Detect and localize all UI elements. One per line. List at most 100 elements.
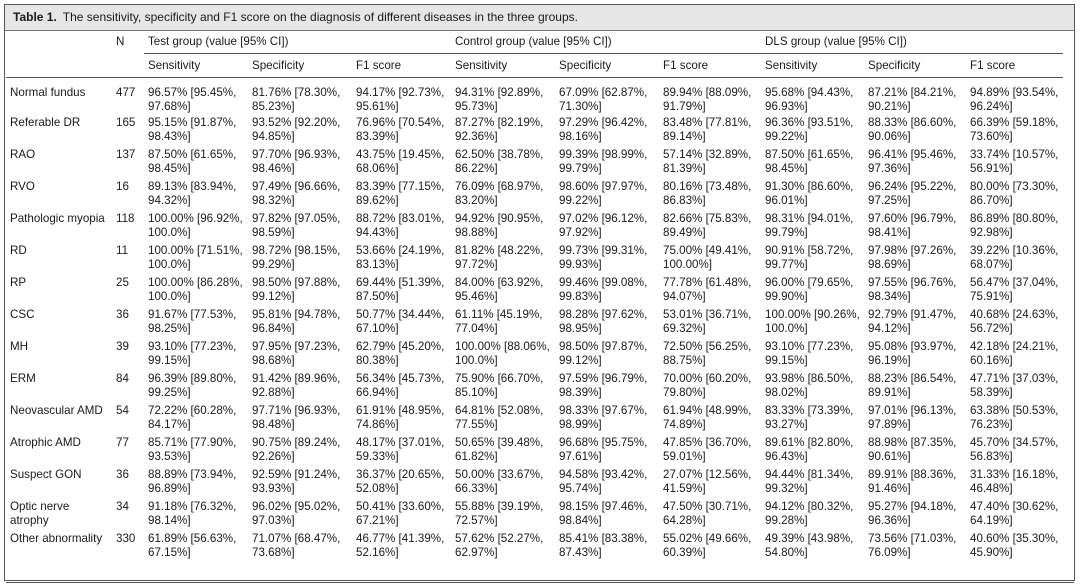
- disease-name: CSC: [10, 308, 35, 321]
- metric-value-cell: 100.00% [88.06%, 100.0%]: [451, 338, 555, 370]
- value-line: 50.65% [39.48%,: [455, 436, 544, 449]
- metric-value-cell: 89.94% [88.09%, 91.79%]: [659, 78, 761, 115]
- value-line: 61.89% [56.63%,: [148, 532, 237, 545]
- value-line: 71.07% [68.47%,: [252, 532, 341, 545]
- value-line: 99.46% [99.08%,: [559, 276, 648, 289]
- ci-upper-line: 94.32%]: [148, 194, 191, 207]
- ci-upper-line: 46.48%]: [970, 482, 1013, 495]
- value-line: 83.48% [77.81%,: [663, 116, 752, 129]
- table-row: Neovascular AMD 54 72.22% [60.28%, 84.17%] 9…: [6, 402, 1063, 434]
- ci-upper-line: 91.79%]: [663, 100, 706, 113]
- ci-upper-line: 98.46%]: [252, 162, 295, 175]
- col-disease-header: [6, 30, 112, 54]
- ci-upper-line: 90.61%]: [868, 450, 911, 463]
- ci-upper-line: 100.00%]: [663, 258, 713, 271]
- value-line: 89.94% [88.09%,: [663, 86, 752, 99]
- ci-upper-line: 97.89%]: [868, 418, 911, 431]
- metric-value-cell: 57.14% [32.89%, 81.39%]: [659, 146, 761, 178]
- ci-upper-line: 94.43%]: [356, 226, 399, 239]
- value-line: 97.02% [96.12%,: [559, 212, 648, 225]
- value-line: 56.47% [37.04%,: [970, 276, 1059, 289]
- metric-value-cell: 96.00% [79.65%, 99.90%]: [761, 274, 864, 306]
- ci-upper-line: 97.03%]: [252, 514, 295, 527]
- ci-upper-line: 98.88%]: [455, 226, 498, 239]
- ci-upper-line: 99.29%]: [252, 258, 295, 271]
- metric-value-cell: 47.85% [36.70%, 59.01%]: [659, 434, 761, 466]
- value-line: 61.94% [48.99%,: [663, 404, 752, 417]
- table-row: RVO 16 89.13% [83.94%, 94.32%] 97.49% [96.66…: [6, 178, 1063, 210]
- value-line: 43.75% [19.45%,: [356, 148, 445, 161]
- value-line: 96.57% [95.45%,: [148, 86, 237, 99]
- metric-value-cell: 96.68% [95.75%, 97.61%]: [555, 434, 659, 466]
- table-row: RP 25 100.00% [86.28%, 100.0%] 98.50% [97.88…: [6, 274, 1063, 306]
- ci-upper-line: 99.93%]: [559, 258, 602, 271]
- metric-value-cell: 76.96% [70.54%, 83.39%]: [352, 114, 451, 146]
- ci-upper-line: 99.15%]: [765, 354, 808, 367]
- disease-name: Pathologic myopia: [10, 212, 105, 225]
- value-line: 72.50% [56.25%,: [663, 340, 752, 353]
- metric-value-cell: 33.74% [10.57%, 56.91%]: [966, 146, 1063, 178]
- value-line: 95.81% [94.78%,: [252, 308, 341, 321]
- value-line: 39.22% [10.36%,: [970, 244, 1059, 257]
- ci-upper-line: 99.90%]: [765, 290, 808, 303]
- value-line: 91.42% [89.96%,: [252, 372, 341, 385]
- ci-upper-line: 97.92%]: [559, 226, 602, 239]
- value-line: 97.71% [96.93%,: [252, 404, 341, 417]
- metric-value-cell: 94.89% [93.54%, 96.24%]: [966, 78, 1063, 115]
- ci-upper-line: 56.83%]: [970, 450, 1013, 463]
- ci-upper-line: 99.83%]: [559, 290, 602, 303]
- sample-count: 36: [116, 308, 129, 321]
- ci-upper-line: 77.55%]: [455, 418, 498, 431]
- table-row: CSC 36 91.67% [77.53%, 98.25%] 95.81% [94.78…: [6, 306, 1063, 338]
- ci-upper-line: 100.0%]: [765, 322, 808, 335]
- value-line: 97.98% [97.26%,: [868, 244, 957, 257]
- value-line: 87.27% [82.19%,: [455, 116, 544, 129]
- metric-value-cell: 97.82% [97.05%, 98.59%]: [248, 210, 352, 242]
- metric-value-cell: 97.29% [96.42%, 98.16%]: [555, 114, 659, 146]
- value-line: 31.33% [16.18%,: [970, 468, 1059, 481]
- ci-upper-line: 97.36%]: [868, 162, 911, 175]
- value-line: 97.29% [96.42%,: [559, 116, 648, 129]
- value-line: 83.33% [73.39%,: [765, 404, 854, 417]
- ci-upper-line: 59.01%]: [663, 450, 706, 463]
- disease-name: ERM: [10, 372, 36, 385]
- ci-upper-line: 96.43%]: [765, 450, 808, 463]
- metric-value-cell: 91.30% [86.60%, 96.01%]: [761, 178, 864, 210]
- disease-name: Normal fundus: [10, 86, 86, 99]
- table-row: ERM 84 96.39% [89.80%, 99.25%] 91.42% [89.96…: [6, 370, 1063, 402]
- value-line: 85.41% [83.38%,: [559, 532, 648, 545]
- ci-upper-line: 80.38%]: [356, 354, 399, 367]
- value-line: 96.02% [95.02%,: [252, 500, 341, 513]
- metric-value-cell: 72.50% [56.25%, 88.75%]: [659, 338, 761, 370]
- value-line: 95.08% [93.97%,: [868, 340, 957, 353]
- value-line: 87.50% [61.65%,: [765, 148, 854, 161]
- metric-value-cell: 50.65% [39.48%, 61.82%]: [451, 434, 555, 466]
- results-table: N Test group (value [95% CI]) Control gr…: [6, 30, 1064, 562]
- sample-count: 25: [116, 276, 129, 289]
- table-row: Normal fundus 477 96.57% [95.45%, 97.68%] 81…: [6, 78, 1063, 115]
- metric-value-cell: 96.02% [95.02%, 97.03%]: [248, 498, 352, 530]
- table-row: Other abnormality 330 61.89% [56.63%, 67.15…: [6, 530, 1063, 562]
- ci-upper-line: 73.60%]: [970, 130, 1013, 143]
- value-line: 95.15% [91.87%,: [148, 116, 237, 129]
- value-line: 88.89% [73.94%,: [148, 468, 237, 481]
- ci-upper-line: 92.36%]: [455, 130, 498, 143]
- ci-upper-line: 74.89%]: [663, 418, 706, 431]
- value-line: 94.89% [93.54%,: [970, 86, 1059, 99]
- value-line: 50.00% [33.67%,: [455, 468, 544, 481]
- ci-upper-line: 67.10%]: [356, 322, 399, 335]
- value-line: 81.76% [78.30%,: [252, 86, 341, 99]
- metric-value-cell: 85.41% [83.38%, 87.43%]: [555, 530, 659, 562]
- metric-value-cell: 57.62% [52.27%, 62.97%]: [451, 530, 555, 562]
- metric-value-cell: 94.44% [81.34%, 99.32%]: [761, 466, 864, 498]
- metric-value-cell: 98.15% [97.46%, 98.84%]: [555, 498, 659, 530]
- ci-upper-line: 98.16%]: [559, 130, 602, 143]
- ci-upper-line: 69.32%]: [663, 322, 706, 335]
- metric-value-cell: 56.47% [37.04%, 75.91%]: [966, 274, 1063, 306]
- value-line: 98.50% [97.88%,: [252, 276, 341, 289]
- ci-upper-line: 98.84%]: [559, 514, 602, 527]
- value-line: 47.85% [36.70%,: [663, 436, 752, 449]
- ci-upper-line: 72.57%]: [455, 514, 498, 527]
- value-line: 40.60% [35.30%,: [970, 532, 1059, 545]
- ci-upper-line: 99.22%]: [765, 130, 808, 143]
